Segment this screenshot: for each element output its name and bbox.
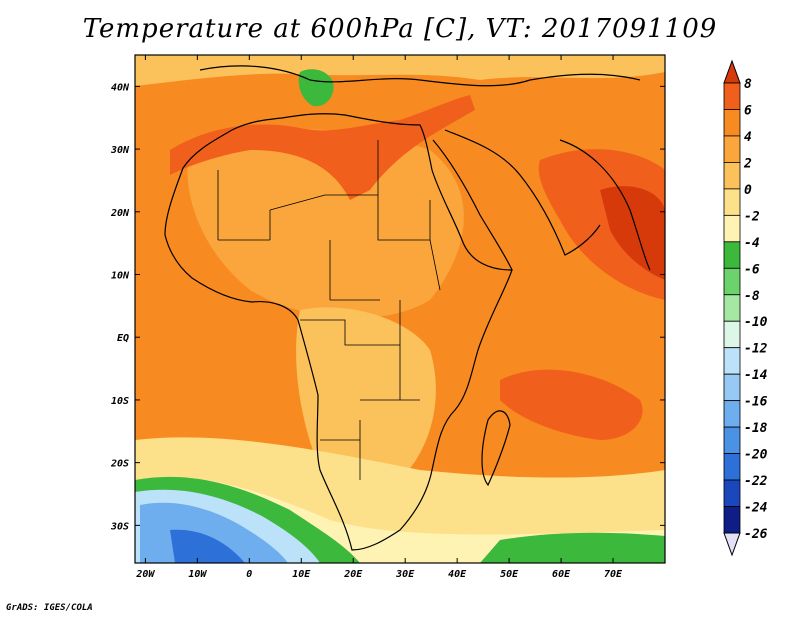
colorbar-swatch — [723, 214, 741, 243]
red-sea-west — [432, 139, 513, 271]
lat-tick-label: 40N — [111, 82, 130, 93]
lon-tick-label: 40E — [448, 569, 467, 580]
longitude-axis: 20W 10W 0 10E 20E 30E 40E 50E 60E 70E — [135, 55, 623, 580]
europe-coast — [199, 65, 641, 87]
colorbar-label: -4 — [744, 236, 760, 251]
lat-tick-label: EQ — [117, 333, 129, 344]
coastlines — [164, 65, 651, 551]
colorbar-label: 2 — [743, 156, 752, 171]
colorbar-label: 0 — [744, 183, 752, 198]
colorbar-swatch — [723, 241, 741, 269]
colorbar-label: -8 — [744, 289, 760, 304]
sahara-interior — [187, 129, 464, 319]
central-borders — [329, 195, 441, 301]
north-cool-band — [135, 55, 665, 86]
country-borders — [217, 140, 441, 480]
colorbar-label: -24 — [744, 501, 768, 516]
colorbar-label: -14 — [744, 368, 768, 383]
colorbar-swatch — [723, 373, 741, 402]
latitude-axis: 40N 30N 20N 10N EQ 10S 20S 30S — [110, 82, 665, 532]
colorbar-label: -20 — [744, 448, 768, 463]
colorbar-swatch — [723, 267, 741, 296]
india-hot — [600, 186, 665, 280]
southern-borders — [300, 300, 420, 480]
nw-africa-warm — [170, 95, 475, 200]
india-coast — [559, 139, 651, 271]
lat-tick-label: 20N — [110, 208, 130, 219]
colorbar-swatch — [723, 400, 741, 428]
lon-tick-label: 20E — [343, 569, 363, 580]
colorbar: 8 6 4 2 0 -2 -4 -6 -8 -10 -12 -14 -16 -18 -20 -22 -24 -26 — [723, 59, 768, 557]
lon-tick-label: 10E — [292, 569, 311, 580]
colorbar-swatch — [723, 162, 741, 190]
colorbar-label: -10 — [744, 315, 768, 330]
lat-tick-label: 10N — [111, 271, 130, 282]
colorbar-swatch — [723, 479, 741, 507]
colorbar-label: -18 — [744, 421, 768, 436]
colorbar-label: -2 — [744, 209, 760, 224]
madagascar — [481, 410, 511, 487]
lon-tick-label: 0 — [246, 569, 252, 580]
colorbar-label: 8 — [744, 77, 752, 92]
colorbar-label: -22 — [744, 474, 768, 489]
lat-tick-label: 30S — [110, 521, 129, 532]
colorbar-swatch — [723, 294, 741, 322]
colorbar-label: 6 — [744, 103, 752, 118]
colorbar-swatch — [723, 426, 741, 454]
colorbar-top-arrow — [723, 59, 741, 84]
lon-tick-label: 50E — [500, 569, 519, 580]
lon-tick-label: 60E — [552, 569, 571, 580]
colorbar-label: -16 — [744, 395, 768, 410]
colorbar-bottom-arrow — [723, 532, 741, 557]
sahara-borders — [217, 140, 379, 241]
south-coldest — [170, 529, 245, 563]
colorbar-label: -26 — [744, 527, 768, 542]
colorbar-swatch — [723, 82, 741, 110]
southeast-cold-green — [480, 532, 665, 563]
arabia-coast — [444, 129, 601, 256]
lon-tick-label: 70E — [604, 569, 623, 580]
lon-tick-label: 30E — [395, 569, 415, 580]
colorbar-swatch — [723, 320, 741, 349]
colorbar-swatch — [723, 453, 741, 481]
africa-coastline — [164, 113, 513, 551]
colorbar-label: -6 — [744, 262, 760, 277]
lat-tick-label: 20S — [110, 459, 129, 470]
lat-tick-label: 10S — [111, 396, 129, 407]
colorbar-label: 4 — [744, 130, 752, 145]
map-title: Temperature at 600hPa [C], VT: 201709110… — [82, 14, 718, 44]
lon-tick-label: 20W — [135, 569, 155, 580]
indian-ocean-warm — [500, 369, 643, 440]
colorbar-swatch — [723, 506, 741, 534]
lon-tick-label: 10W — [188, 569, 207, 580]
credit-text: GrADS: IGES/COLA — [6, 603, 93, 613]
colorbar-swatch — [723, 347, 741, 375]
plateau-cool — [296, 307, 436, 499]
lat-tick-label: 30N — [110, 145, 130, 156]
colorbar-swatch — [723, 188, 741, 216]
map-frame — [134, 54, 666, 564]
colorbar-swatch — [723, 135, 741, 163]
colorbar-swatch — [723, 109, 741, 137]
colorbar-label: -12 — [744, 342, 768, 357]
